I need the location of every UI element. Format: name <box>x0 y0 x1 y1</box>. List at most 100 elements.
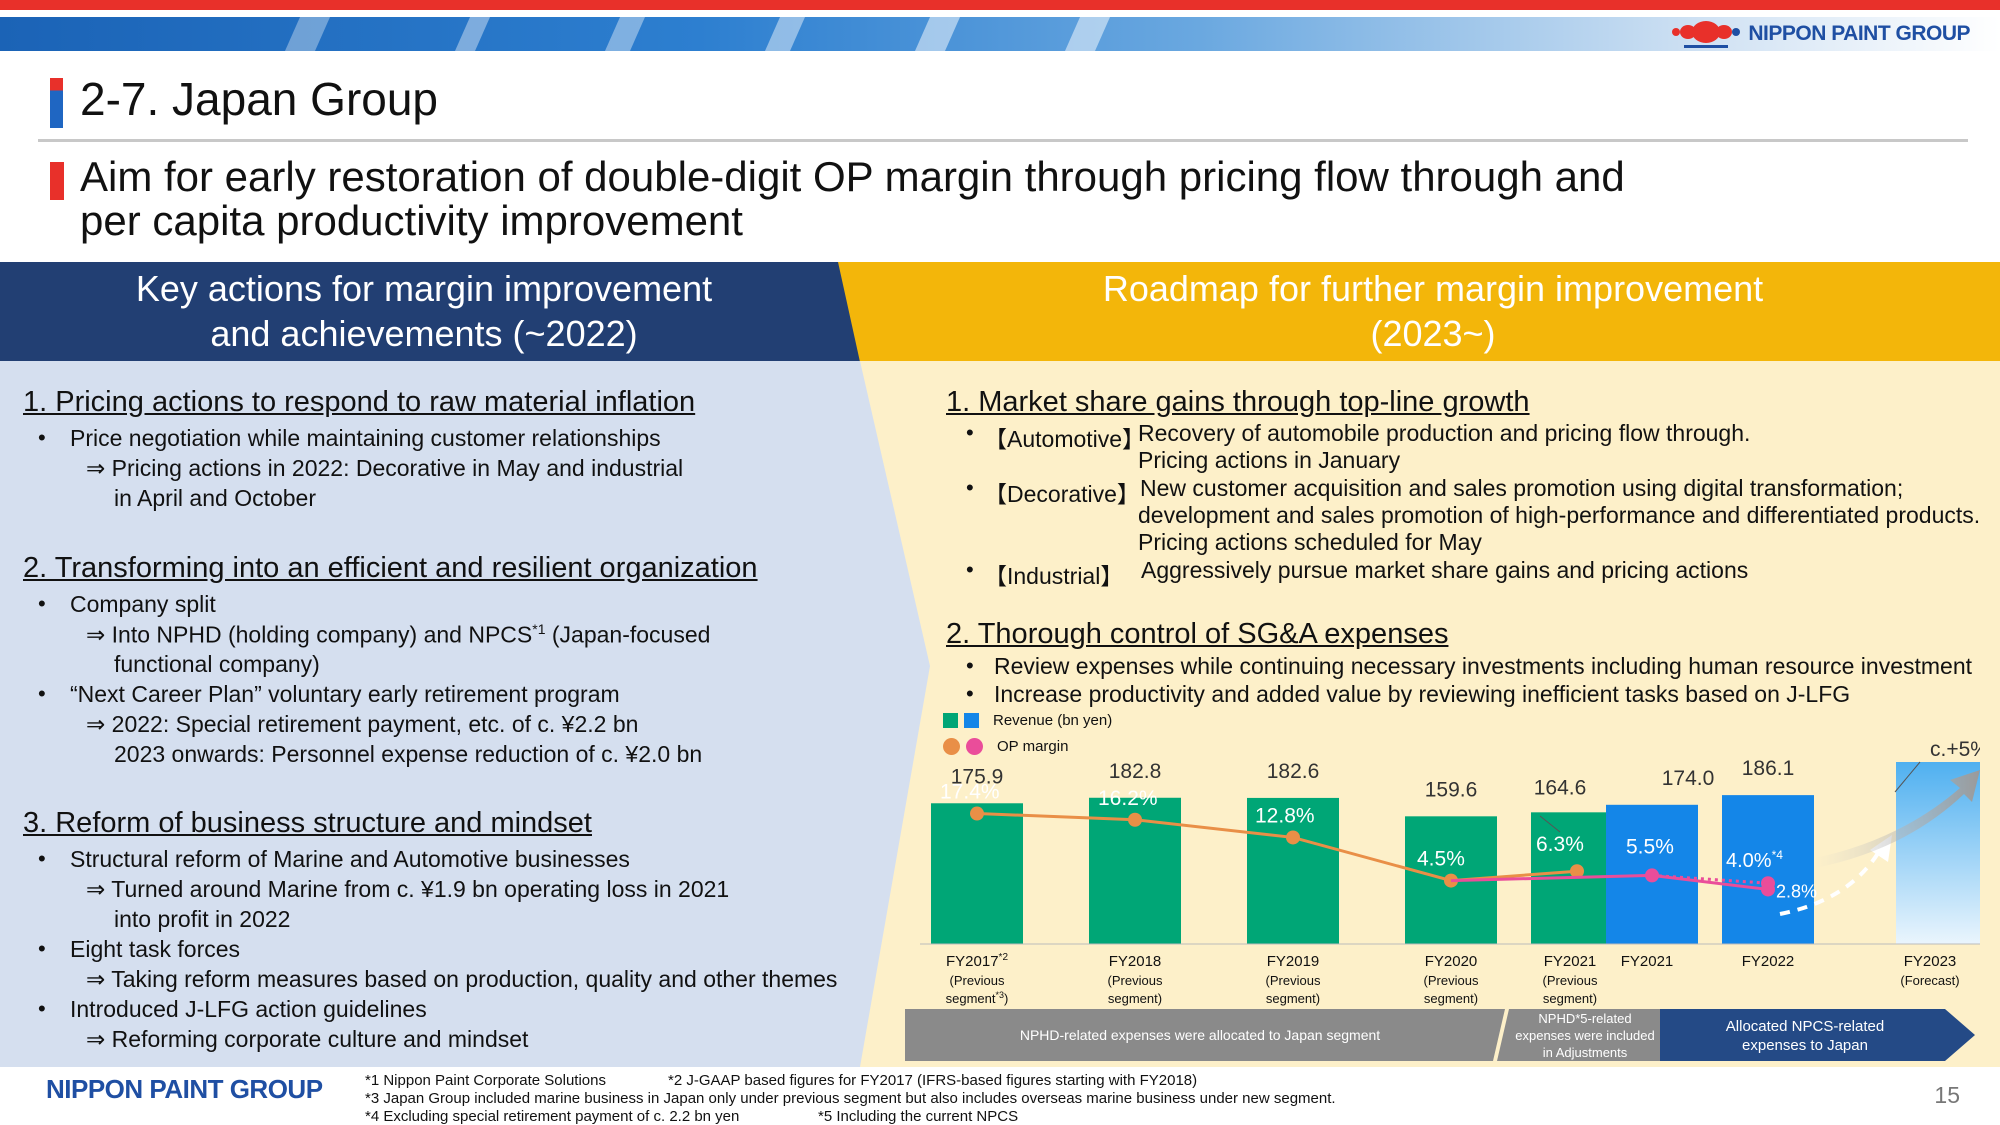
band-text-2-line-1: NPHD*5-related <box>1538 1011 1632 1026</box>
left-s2-line-2-text: ⇒ Into NPHD (holding company) and NPCS <box>86 621 533 648</box>
footnote-5: *5 Including the current NPCS <box>818 1108 1019 1125</box>
legend-revenue: Revenue (bn yen) <box>943 712 1112 729</box>
left-s1-line-2: ⇒ Pricing actions in 2022: Decorative in… <box>86 455 684 481</box>
x-axis-sublabel: segment) <box>1266 991 1320 1006</box>
x-axis-sublabel: (Previous <box>1108 973 1163 988</box>
margin-line-new-seg-1 <box>1450 873 1653 883</box>
left-s2-line-6: 2023 onwards: Personnel expense reductio… <box>114 741 703 767</box>
margin-label: 17.4% <box>940 781 1000 804</box>
right-header-line-1: Roadmap for further margin improvement <box>1102 268 1764 309</box>
decorative-label: 【Decorative】 <box>984 481 1140 507</box>
top-blue-banner <box>0 17 2000 51</box>
bullet-dot: • <box>38 681 46 706</box>
left-s3-line-1: Structural reform of Marine and Automoti… <box>70 846 630 872</box>
bullet-dot: • <box>966 653 974 678</box>
legend-margin: OP margin <box>943 738 1068 755</box>
label-leader-line <box>1539 815 1561 833</box>
band-text-2: NPHD*5-related expenses were included in… <box>1510 1010 1660 1061</box>
left-s2-line-3: functional company) <box>114 651 320 677</box>
left-section-2-title: 2. Transforming into an efficient and re… <box>23 552 758 584</box>
bullet-dot: • <box>966 420 974 445</box>
margin-line-new-seg-2 <box>1651 873 1769 891</box>
bullet-dot: • <box>38 846 46 871</box>
revenue-label: 164.6 <box>1534 776 1587 799</box>
left-s2-line-2: ⇒ Into NPHD (holding company) and NPCS*1… <box>86 621 710 649</box>
decorative-line-3: Pricing actions scheduled for May <box>1138 529 1482 555</box>
margin-label: 4.5% <box>1417 848 1465 871</box>
bullet-dot: • <box>38 996 46 1021</box>
band-text-1: NPHD-related expenses were allocated to … <box>1019 1027 1381 1043</box>
revenue-bar <box>1247 797 1339 944</box>
left-panel-arrow-shape <box>0 361 930 1067</box>
right-panel-body <box>860 361 2000 1067</box>
brand-logo-top: NIPPON PAINT GROUP <box>1670 18 1970 50</box>
legend-revenue-swatch-new <box>964 713 979 728</box>
trend-arrow <box>1815 770 1980 868</box>
right-panel-header-text: Roadmap for further margin improvement (… <box>838 266 2000 356</box>
x-axis-sublabel: segment) <box>1108 991 1162 1006</box>
automotive-line-2: Pricing actions in January <box>1138 447 1401 473</box>
band-text-3-line-1: Allocated NPCS-related <box>1725 1018 1885 1035</box>
band-text-3: Allocated NPCS-related expenses to Japan <box>1665 1017 1945 1055</box>
x-axis-sublabel: segment) <box>1424 991 1478 1006</box>
subtitle: Aim for early restoration of double-digi… <box>80 155 1930 243</box>
brand-logo-bottom: NIPPON PAINT GROUP <box>46 1074 323 1104</box>
x-axis-label: FY2017*2 <box>946 952 1008 970</box>
x-axis-label: FY2022 <box>1742 953 1795 970</box>
decorative-line-1: New customer acquisition and sales promo… <box>1140 475 1904 501</box>
top-red-stripe <box>0 0 2000 10</box>
legend-margin-dot-prev <box>943 738 960 755</box>
left-s1-line-3: in April and October <box>114 485 317 511</box>
x-axis-label: FY2021 <box>1621 953 1674 970</box>
margin-label: 16.2% <box>1098 787 1158 810</box>
margin-label: 5.5% <box>1626 835 1674 858</box>
improvement-arrow-line <box>1779 848 1882 916</box>
x-axis-label: FY2021 <box>1544 953 1597 970</box>
left-section-3-title: 3. Reform of business structure and mind… <box>23 807 592 839</box>
bullet-dot: • <box>966 681 974 706</box>
footnote-ref-1: *1 <box>532 621 546 637</box>
left-s2-line-4: “Next Career Plan” voluntary early retir… <box>70 681 620 707</box>
x-axis-sublabel: (Previous <box>1543 973 1598 988</box>
legend-margin-label: OP margin <box>997 738 1069 755</box>
annotation-leader-line <box>1894 761 1921 793</box>
revenue-label: 175.9 <box>951 765 1004 788</box>
page-title: 2-7. Japan Group <box>80 73 439 125</box>
right-section-1-title: 1. Market share gains through top-line g… <box>946 386 1530 418</box>
left-s2-line-5: ⇒ 2022: Special retirement payment, etc.… <box>86 711 639 737</box>
bullet-dot: • <box>38 425 46 450</box>
revenue-label: 182.8 <box>1109 760 1162 783</box>
band-text-2-line-2: expenses were included <box>1515 1028 1655 1043</box>
left-panel-header-text: Key actions for margin improvement and a… <box>0 266 848 356</box>
left-s3-line-4: Eight task forces <box>70 936 241 962</box>
revenue-margin-chart: 175.9 182.8 182.6 159.6 164.6 174.0 186.1 17.4%… <box>920 738 1980 1006</box>
industrial-line-1: Aggressively pursue market share gains a… <box>1141 557 1749 583</box>
band-text-2-line-3: in Adjustments <box>1542 1045 1628 1060</box>
left-s1-line-1: Price negotiation while maintaining cust… <box>70 425 661 451</box>
margin-line-new-dotted <box>1651 873 1769 885</box>
margin-point-prev <box>1570 864 1584 879</box>
left-section-1-title: 1. Pricing actions to respond to raw mat… <box>23 386 696 418</box>
bullet-dot: • <box>966 557 974 582</box>
left-s3-line-6: Introduced J-LFG action guidelines <box>70 996 427 1022</box>
revenue-bar <box>1722 795 1814 944</box>
right-panel-header <box>838 262 2000 361</box>
band-text-3-line-2: expenses to Japan <box>1742 1037 1868 1054</box>
left-s3-line-5: ⇒ Taking reform measures based on produc… <box>86 966 838 992</box>
revenue-label: 186.1 <box>1742 757 1795 780</box>
revenue-label: 182.6 <box>1267 760 1320 783</box>
left-header-line-1: Key actions for margin improvement <box>135 268 713 309</box>
margin-label: 12.8% <box>1255 804 1315 827</box>
right-header-line-2: (2023~) <box>1370 313 1496 354</box>
automotive-label: 【Automotive】 <box>984 426 1146 452</box>
subtitle-accent-bar <box>50 162 64 200</box>
segment-band <box>905 1009 1975 1061</box>
segment-band-part-2 <box>1497 1009 1660 1061</box>
x-axis-sublabel: segment) <box>1543 991 1597 1006</box>
margin-label: 4.0%*4 <box>1726 848 1783 872</box>
title-accent-bar <box>50 78 63 128</box>
margin-label: 6.3% <box>1536 833 1584 856</box>
forecast-annotation: c.+5% <box>1930 738 1980 761</box>
sga-bullet-1: Review expenses while continuing necessa… <box>994 653 1973 679</box>
